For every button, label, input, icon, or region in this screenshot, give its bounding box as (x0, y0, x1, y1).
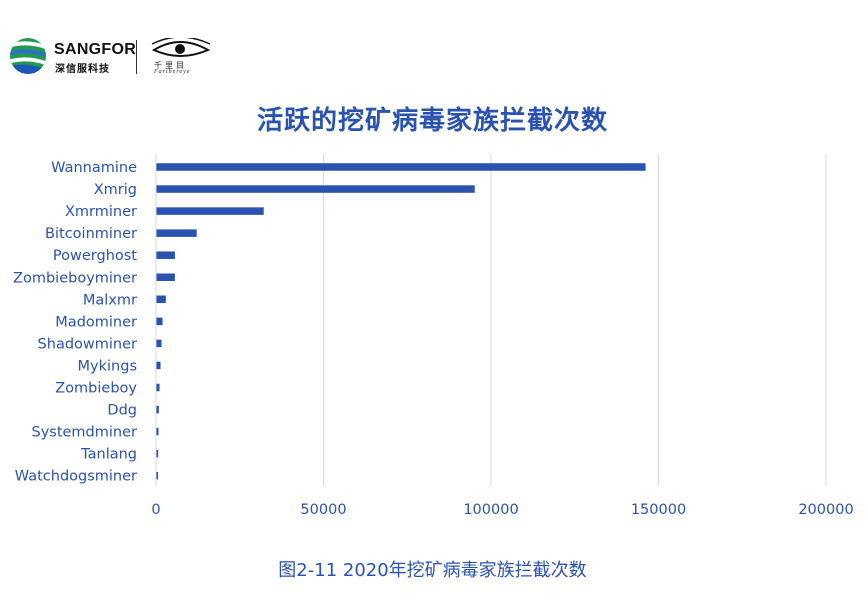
bar-watchdogsminer (156, 471, 158, 480)
x-tick-label-1: 50000 (300, 502, 346, 518)
x-tick-label-2: 100000 (463, 502, 518, 518)
eye-logo-icon (151, 38, 211, 57)
category-label-mykings: Mykings (78, 358, 137, 374)
sangfor-logo: SANGFOR 深信服科技 千里目 Farthereye (8, 36, 218, 80)
category-label-zombieboy: Zombieboy (55, 381, 137, 397)
bar-xmrminer (156, 207, 264, 215)
category-label-wannamine: Wannamine (51, 160, 137, 176)
category-label-zombieboyminer: Zombieboyminer (13, 270, 137, 286)
bar-ddg (156, 405, 159, 414)
bar-tanlang (156, 449, 159, 458)
category-label-ddg: Ddg (107, 403, 137, 419)
category-label-malxmr: Malxmr (83, 292, 137, 308)
category-label-watchdogsminer: Watchdogsminer (15, 469, 137, 485)
bar-zombieboyminer (156, 273, 175, 281)
brand-subtitle: 深信服科技 (55, 64, 110, 75)
eye-logo-subtitle-en: Farthereye (154, 69, 191, 75)
x-tick-label-0: 0 (151, 502, 160, 518)
logo-divider (136, 40, 137, 74)
x-tick-label-4: 200000 (798, 502, 853, 518)
bar-xmrig (156, 185, 475, 193)
bar-zombieboy (156, 383, 160, 392)
category-label-xmrig: Xmrig (94, 182, 137, 198)
bar-chart: Wannamine Xmrig Xmrminer Bitcoinminer Powerg… (13, 154, 854, 518)
bar-shadowminer (156, 339, 162, 348)
chart-title: 活跃的挖矿病毒家族拦截次数 (256, 106, 608, 136)
bar-powerghost (156, 251, 175, 259)
brand-name: SANGFOR (54, 41, 137, 58)
category-label-systemdminer: Systemdminer (31, 425, 137, 441)
bar-systemdminer (156, 427, 159, 436)
bar-malxmr (156, 295, 166, 304)
category-label-shadowminer: Shadowminer (38, 336, 137, 352)
category-label-powerghost: Powerghost (53, 248, 137, 264)
bar-wannamine (156, 163, 646, 171)
category-label-bitcoinminer: Bitcoinminer (45, 226, 137, 242)
sangfor-globe-icon (10, 38, 46, 74)
bar-madominer (156, 317, 163, 326)
eye-logo-subtitle: 千里目 (154, 61, 187, 70)
bar-mykings (156, 361, 161, 370)
figure-caption: 图2-11 2020年挖矿病毒家族拦截次数 (278, 560, 587, 581)
category-label-tanlang: Tanlang (80, 447, 137, 463)
category-label-xmrminer: Xmrminer (65, 204, 137, 220)
x-tick-label-3: 150000 (631, 502, 686, 518)
category-label-madominer: Madominer (55, 314, 137, 330)
bar-bitcoinminer (156, 229, 197, 237)
